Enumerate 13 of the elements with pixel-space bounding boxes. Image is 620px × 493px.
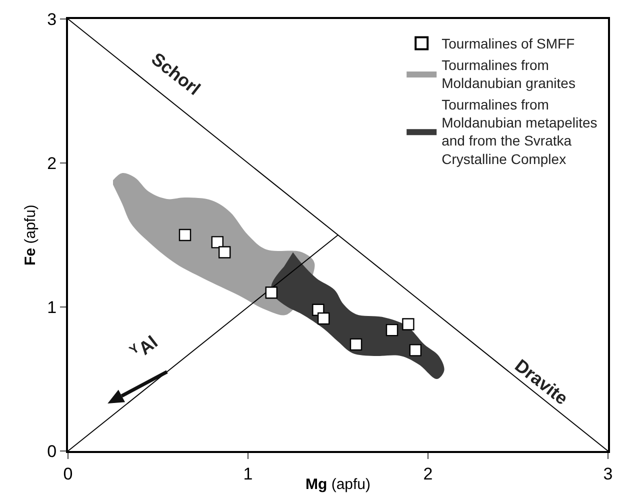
- legend-label: Tourmalines from Moldanubian metapelites and from the Svratka Crystalline Complex: [442, 96, 598, 167]
- y-tick-label: 0: [47, 442, 57, 461]
- x-axis-title: Mg (apfu): [305, 476, 371, 493]
- legend-label: Tourmalines from Moldanubian granites: [442, 56, 576, 92]
- y-tick-label: 3: [47, 10, 57, 29]
- legend-label: Tourmalines of SMFF: [442, 36, 575, 52]
- x-tick-label: 0: [63, 464, 73, 484]
- y-tick-label: 2: [47, 154, 57, 173]
- x-tick-label: 1: [243, 464, 253, 484]
- y-tick-label: 1: [47, 298, 57, 317]
- x-tick-label: 2: [423, 464, 433, 484]
- y-axis-title: Fe (apfu): [22, 204, 39, 266]
- x-tick-label: 3: [603, 464, 613, 484]
